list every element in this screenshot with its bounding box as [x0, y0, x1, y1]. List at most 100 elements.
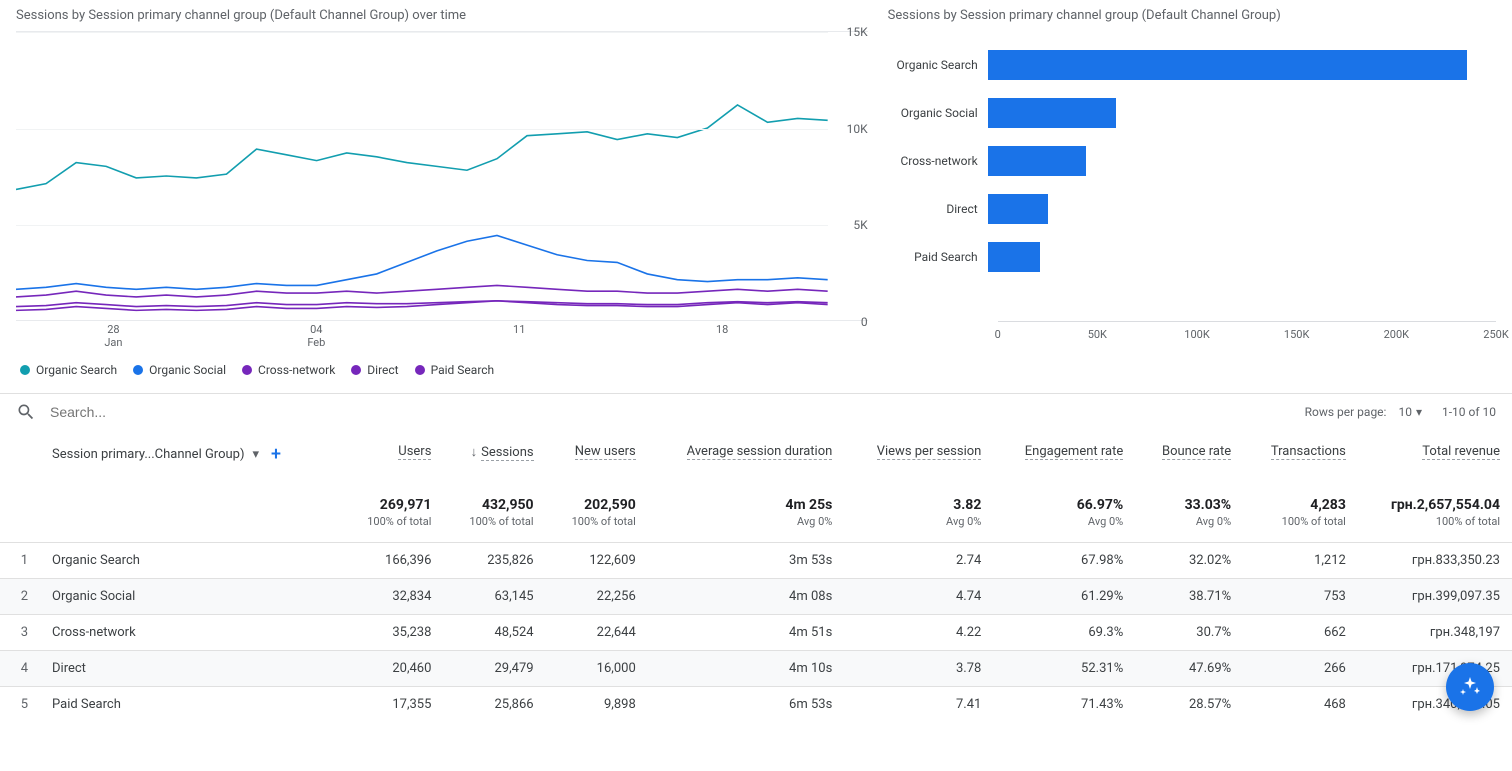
line-series	[16, 285, 828, 297]
summary-sub: Avg 0%	[1147, 515, 1231, 528]
line-chart-area[interactable]: 05K10K15K	[16, 31, 868, 321]
legend-swatch	[133, 365, 143, 375]
bar-row[interactable]: Paid Search	[888, 233, 1496, 281]
summary-cell: 66.97%Avg 0%	[993, 479, 1135, 543]
column-header[interactable]: Users	[341, 430, 443, 479]
bar-row[interactable]: Direct	[888, 185, 1496, 233]
column-header[interactable]: New users	[546, 430, 648, 479]
pagination-controls: Rows per page: 10 ▾ 1-10 of 10	[1305, 403, 1496, 421]
legend-label: Paid Search	[431, 363, 495, 377]
row-cell: 71.43%	[993, 687, 1135, 723]
table-row[interactable]: 2Organic Social32,83463,14522,2564m 08s4…	[0, 579, 1512, 615]
bar-track	[988, 98, 1496, 128]
bar-fill	[988, 98, 1116, 128]
column-header[interactable]: Average session duration	[648, 430, 845, 479]
bar-x-tick: 0	[995, 328, 1001, 341]
bar-label: Paid Search	[888, 250, 988, 264]
summary-value: 4,283	[1255, 497, 1346, 513]
summary-value: 432,950	[455, 497, 533, 513]
column-header[interactable]: ↓Sessions	[443, 430, 545, 479]
table-row[interactable]: 1Organic Search166,396235,826122,6093m 5…	[0, 543, 1512, 579]
search-input[interactable]	[48, 403, 1305, 421]
column-label: Users	[398, 444, 431, 460]
bar-row[interactable]: Organic Social	[888, 89, 1496, 137]
x-tick-label: 04Feb	[307, 323, 325, 349]
line-chart-svg	[16, 32, 828, 320]
bar-track	[988, 242, 1496, 272]
legend-swatch	[415, 365, 425, 375]
table-row[interactable]: 3Cross-network35,23848,52422,6444m 51s4.…	[0, 615, 1512, 651]
legend-item[interactable]: Organic Social	[133, 363, 226, 377]
row-cell: грн.348,197	[1358, 615, 1512, 651]
dimension-dropdown[interactable]: ▾	[253, 447, 260, 462]
add-dimension-button[interactable]: +	[271, 444, 281, 465]
bar-row[interactable]: Cross-network	[888, 137, 1496, 185]
legend-label: Cross-network	[258, 363, 335, 377]
column-label: Total revenue	[1422, 444, 1500, 460]
row-cell: 4m 10s	[648, 651, 845, 687]
index-header	[0, 430, 40, 479]
legend-item[interactable]: Cross-network	[242, 363, 335, 377]
row-cell: грн.399,097.35	[1358, 579, 1512, 615]
row-cell: 22,644	[546, 615, 648, 651]
table-body: 1Organic Search166,396235,826122,6093m 5…	[0, 543, 1512, 723]
line-chart-legend: Organic Search Organic Social Cross-networ…	[16, 363, 868, 377]
x-tick-label: 28Jan	[104, 323, 122, 349]
legend-item[interactable]: Paid Search	[415, 363, 495, 377]
pagination-range: 1-10 of 10	[1442, 405, 1496, 419]
column-label: New users	[575, 444, 636, 460]
row-cell: 52.31%	[993, 651, 1135, 687]
legend-item[interactable]: Organic Search	[20, 363, 117, 377]
row-cell: 4m 08s	[648, 579, 845, 615]
legend-swatch	[20, 365, 30, 375]
table-row[interactable]: 4Direct20,46029,47916,0004m 10s3.7852.31…	[0, 651, 1512, 687]
column-header[interactable]: Engagement rate	[993, 430, 1135, 479]
row-cell: 16,000	[546, 651, 648, 687]
summary-cell: 33.03%Avg 0%	[1135, 479, 1243, 543]
summary-cell: 3.82Avg 0%	[844, 479, 993, 543]
row-cell: 35,238	[341, 615, 443, 651]
gridline	[16, 225, 828, 226]
row-cell: 3.78	[844, 651, 993, 687]
bar-chart-area[interactable]: Organic SearchOrganic SocialCross-networ…	[888, 31, 1496, 321]
bar-x-tick: 250K	[1483, 328, 1508, 341]
row-cell: 3m 53s	[648, 543, 845, 579]
y-tick-label: 15K	[847, 25, 868, 39]
row-cell: 122,609	[546, 543, 648, 579]
bar-fill	[988, 50, 1468, 80]
bar-row[interactable]: Organic Search	[888, 41, 1496, 89]
summary-value: 4m 25s	[660, 497, 833, 513]
column-header[interactable]: Views per session	[844, 430, 993, 479]
summary-value: 202,590	[558, 497, 636, 513]
row-cell: 6m 53s	[648, 687, 845, 723]
row-cell: 25,866	[443, 687, 545, 723]
row-cell: грн.833,350.23	[1358, 543, 1512, 579]
row-cell: 32,834	[341, 579, 443, 615]
line-chart-panel: Sessions by Session primary channel grou…	[16, 8, 868, 377]
row-cell: 2.74	[844, 543, 993, 579]
legend-item[interactable]: Direct	[351, 363, 398, 377]
rows-per-page-select[interactable]: 10 ▾	[1394, 403, 1426, 421]
row-dimension: Paid Search	[40, 687, 341, 723]
dimension-header-label: Session primary...Channel Group)	[52, 447, 245, 462]
table-row[interactable]: 5Paid Search17,35525,8669,8986m 53s7.417…	[0, 687, 1512, 723]
row-cell: 48,524	[443, 615, 545, 651]
column-header[interactable]: Total revenue	[1358, 430, 1512, 479]
row-cell: 4.22	[844, 615, 993, 651]
row-cell: 29,479	[443, 651, 545, 687]
row-index: 2	[0, 579, 40, 615]
row-index: 1	[0, 543, 40, 579]
column-header[interactable]: Transactions	[1243, 430, 1358, 479]
insights-fab[interactable]	[1446, 663, 1494, 711]
bar-fill	[988, 146, 1087, 176]
row-cell: 266	[1243, 651, 1358, 687]
summary-sub: Avg 0%	[1005, 515, 1123, 528]
chevron-down-icon: ▾	[1416, 405, 1422, 419]
gridline	[16, 32, 828, 33]
summary-sub: 100% of total	[353, 515, 431, 528]
row-cell: 235,826	[443, 543, 545, 579]
column-header[interactable]: Bounce rate	[1135, 430, 1243, 479]
row-index: 4	[0, 651, 40, 687]
y-tick-label: 0	[861, 315, 868, 329]
row-cell: 69.3%	[993, 615, 1135, 651]
